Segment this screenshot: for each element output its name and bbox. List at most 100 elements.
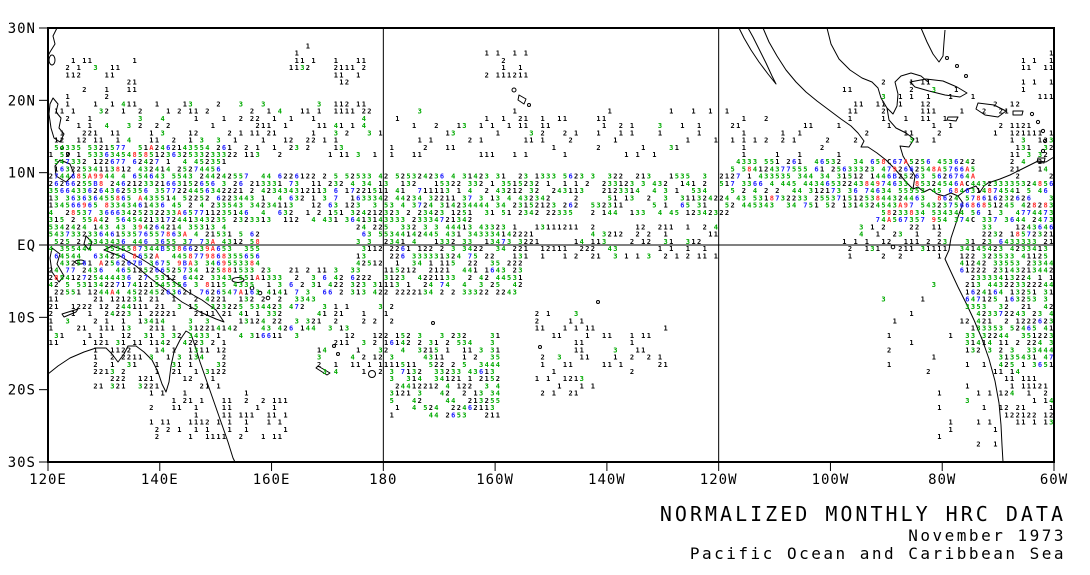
hrc-value: 3 <box>138 115 142 123</box>
hrc-value: 4 <box>876 173 880 181</box>
hrc-value: 1 <box>557 223 561 231</box>
hrc-value: 5 <box>222 288 226 296</box>
hrc-value: 4 <box>401 339 405 347</box>
hrc-value: 3 <box>356 151 360 159</box>
hrc-value: 2 <box>1004 281 1008 289</box>
hrc-value: 2 <box>166 310 170 318</box>
hrc-value: 1 <box>1010 100 1014 108</box>
hrc-value: 4 <box>451 173 455 181</box>
hrc-value: 5 <box>127 187 131 195</box>
hrc-value: 1 <box>121 108 125 116</box>
hrc-value: 1 <box>965 288 969 296</box>
hrc-value: 4 <box>49 245 53 253</box>
hrc-value: 1 <box>211 368 215 376</box>
hrc-value: 4 <box>529 209 533 217</box>
hrc-value: 4 <box>825 173 829 181</box>
hrc-value: 5 <box>211 166 215 174</box>
hrc-value: 3 <box>513 288 517 296</box>
hrc-value: 9 <box>205 252 209 260</box>
hrc-value: 1 <box>222 411 226 419</box>
hrc-value: 6 <box>267 332 271 340</box>
hrc-value: 3 <box>1038 151 1042 159</box>
hrc-value: 1 <box>384 361 388 369</box>
hrc-value: 4 <box>451 223 455 231</box>
hrc-value: 4 <box>798 187 802 195</box>
hrc-value: 1 <box>373 354 377 362</box>
hrc-value: 2 <box>77 166 81 174</box>
hrc-value: 3 <box>932 86 936 94</box>
hrc-value: 3 <box>462 238 466 246</box>
hrc-value: 1 <box>518 122 522 130</box>
hrc-value: 1 <box>552 245 556 253</box>
hrc-value: 4 <box>54 231 58 239</box>
hrc-value: 1 <box>188 216 192 224</box>
hrc-value: 5 <box>1027 288 1031 296</box>
hrc-value: A <box>99 260 104 268</box>
hrc-value: 1 <box>149 419 153 427</box>
hrc-value: 7 <box>160 231 164 239</box>
hrc-value: 2 <box>423 202 427 210</box>
hrc-value: 3 <box>82 209 86 217</box>
hrc-value: 2 <box>412 267 416 275</box>
hrc-value: 4 <box>322 216 326 224</box>
hrc-value: 1 <box>71 310 75 318</box>
hrc-value: 3 <box>93 238 97 246</box>
hrc-value: 1 <box>177 426 181 434</box>
hrc-value: 1 <box>88 260 92 268</box>
hrc-value: 3 <box>1032 260 1036 268</box>
hrc-value: 3 <box>982 332 986 340</box>
hrc-value: 3 <box>110 202 114 210</box>
hrc-value: 3 <box>1049 194 1053 202</box>
hrc-value: 3 <box>222 303 226 311</box>
hrc-value: 1 <box>960 252 964 260</box>
hrc-value: 1 <box>602 332 606 340</box>
data-row: 2 1 31 1 31 1 32 2 1 11 1 1111511 522 2 5 3444 1 11 11 1 21 1… <box>93 361 1053 369</box>
hrc-value: 3 <box>116 238 120 246</box>
hrc-value: 2 <box>898 194 902 202</box>
hrc-value: 1 <box>758 166 762 174</box>
hrc-value: 3 <box>485 223 489 231</box>
hrc-value: 3 <box>859 180 863 188</box>
hrc-value: 6 <box>155 267 159 275</box>
hrc-value: 3 <box>993 252 997 260</box>
hrc-value: 6 <box>948 173 952 181</box>
hrc-value: 3 <box>630 194 634 202</box>
hrc-value: 4 <box>116 180 120 188</box>
hrc-value: 2 <box>988 296 992 304</box>
hrc-value: 5 <box>49 223 53 231</box>
hrc-value: 4 <box>194 158 198 166</box>
hrc-value: 5 <box>490 375 494 383</box>
hrc-value: 5 <box>216 231 220 239</box>
hrc-value: 3 <box>250 202 254 210</box>
hrc-value: 1 <box>798 151 802 159</box>
hrc-value: 2 <box>1032 317 1036 325</box>
hrc-value: 3 <box>921 245 925 253</box>
hrc-value: 4 <box>239 209 243 217</box>
hrc-value: 2 <box>546 245 550 253</box>
hrc-value: 4 <box>149 202 153 210</box>
hrc-value: 1 <box>501 71 505 79</box>
hrc-value: 1 <box>149 129 153 137</box>
hrc-value: 5 <box>144 252 148 260</box>
hrc-value: 2 <box>546 202 550 210</box>
hrc-value: 1 <box>842 194 846 202</box>
hrc-value: 1 <box>982 296 986 304</box>
hrc-value: 3 <box>479 361 483 369</box>
hrc-value: 1 <box>842 238 846 246</box>
hrc-value: 4 <box>473 202 477 210</box>
hrc-value: 2 <box>216 368 220 376</box>
hrc-value: 4 <box>1043 281 1047 289</box>
hrc-value: 1 <box>814 202 818 210</box>
hrc-value: 2 <box>971 252 975 260</box>
hrc-value: 1 <box>93 354 97 362</box>
hrc-value: 2 <box>362 317 366 325</box>
hrc-value: 1 <box>876 245 880 253</box>
hrc-value: 5 <box>730 166 734 174</box>
hrc-value: 6 <box>440 173 444 181</box>
hrc-value: 4 <box>116 288 120 296</box>
hrc-value: 1 <box>317 346 321 354</box>
hrc-value: 5 <box>216 267 220 275</box>
hrc-value: 5 <box>825 202 829 210</box>
hrc-value: 5 <box>127 245 131 253</box>
